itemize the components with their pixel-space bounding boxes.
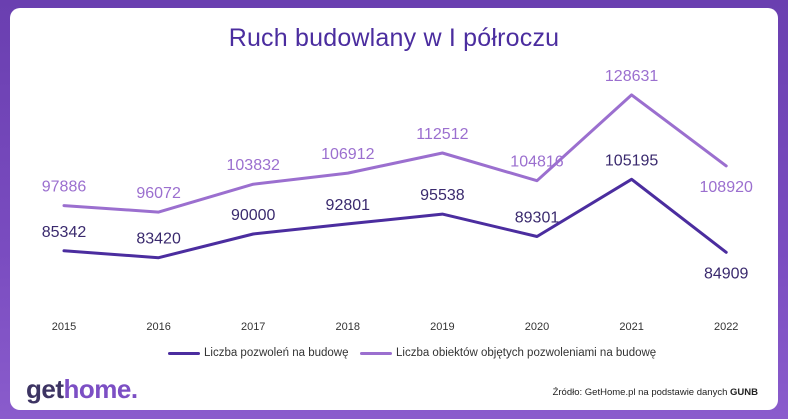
chart-card — [10, 8, 778, 410]
source-note: Źródło: GetHome.pl na podstawie danych G… — [553, 387, 758, 398]
legend-label-series-2: Liczba obiektów objętych pozwoleniami na… — [396, 347, 657, 359]
data-label-series-2: 96072 — [136, 185, 181, 202]
x-tick-label: 2019 — [430, 321, 454, 333]
x-tick-label: 2020 — [525, 321, 549, 333]
data-label-series-1: 95538 — [420, 187, 465, 204]
data-label-series-1: 90000 — [231, 207, 276, 224]
legend: Liczba pozwoleń na budowę Liczba obiektó… — [0, 347, 788, 363]
data-label-series-2: 103832 — [227, 157, 280, 174]
legend-item-series-1: Liczba pozwoleń na budowę — [168, 347, 349, 359]
source-prefix: Źródło: GetHome.pl na podstawie danych — [552, 387, 728, 398]
data-label-series-1: 85342 — [42, 224, 87, 241]
data-label-series-2: 128631 — [605, 68, 658, 85]
data-label-series-2: 112512 — [416, 126, 468, 143]
data-label-series-1: 89301 — [515, 210, 560, 227]
data-label-series-1: 83420 — [136, 231, 181, 248]
x-tick-label: 2022 — [714, 321, 738, 333]
data-label-series-2: 97886 — [42, 179, 87, 196]
x-tick-label: 2021 — [619, 321, 643, 333]
data-label-series-2: 106912 — [321, 146, 374, 163]
data-label-series-1: 105195 — [605, 152, 658, 169]
series-line-2 — [62, 93, 728, 214]
source-bold: GUNB — [730, 387, 758, 398]
chart-title: Ruch budowlany w I półroczu — [228, 24, 560, 52]
x-tick-label: 2015 — [52, 321, 76, 333]
legend-item-series-2: Liczba obiektów objętych pozwoleniami na… — [360, 347, 656, 359]
data-label-series-2: 108920 — [700, 179, 753, 196]
gethome-logo: gethome. — [26, 374, 138, 404]
legend-label-series-1: Liczba pozwoleń na budowę — [204, 347, 349, 359]
x-tick-label: 2017 — [241, 321, 265, 333]
data-label-series-2: 104816 — [510, 154, 563, 171]
legend-swatch-series-2 — [360, 351, 392, 355]
x-tick-label: 2018 — [336, 321, 360, 333]
data-label-series-1: 92801 — [326, 197, 371, 214]
series-line-1 — [62, 177, 728, 260]
data-label-series-1: 84909 — [704, 265, 749, 282]
x-tick-label: 2016 — [146, 321, 170, 333]
legend-swatch-series-1 — [168, 351, 200, 355]
